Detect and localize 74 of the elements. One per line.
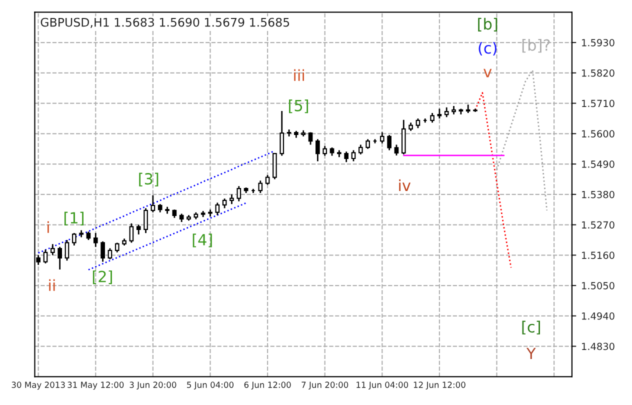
x-tick-label: 5 Jun 04:00: [187, 382, 234, 390]
annotation: [5]: [289, 100, 308, 114]
y-tick-label: 1.4940: [582, 312, 614, 320]
candlestick: [344, 150, 349, 163]
annotation: iii: [294, 69, 304, 81]
annotation: [1]: [64, 212, 84, 226]
candlestick: [222, 198, 227, 209]
candlestick: [366, 138, 370, 150]
chart-title: GBPUSD,H1 1.5683 1.5690 1.5679 1.5685: [40, 18, 290, 28]
candlestick: [316, 138, 320, 162]
x-tick-label: 31 May 12:00: [68, 382, 124, 390]
line-series: [496, 69, 548, 212]
candlestick: [258, 180, 263, 194]
candlestick: [387, 134, 392, 151]
candlestick: [93, 232, 98, 248]
candlestick: [265, 174, 270, 186]
candlestick: [358, 144, 363, 156]
candlestick: [394, 144, 399, 156]
x-tick-label: 12 Jun 12:00: [414, 382, 466, 390]
candlestick: [100, 240, 105, 262]
annotation: iv: [399, 179, 411, 191]
candlestick: [72, 232, 76, 246]
candlestick: [43, 248, 48, 264]
annotation: v: [484, 68, 492, 78]
candlestick: [236, 185, 242, 202]
y-tick-label: 1.4830: [582, 342, 614, 350]
candlestick: [351, 150, 356, 162]
y-tick-label: 1.5380: [582, 190, 614, 198]
candlestick: [430, 112, 434, 124]
candlestick: [129, 222, 134, 244]
candlestick: [280, 110, 284, 156]
candlestick: [230, 194, 234, 205]
candlestick: [272, 152, 277, 180]
candlestick: [322, 145, 328, 156]
annotation: ii: [49, 279, 55, 291]
line-series: [474, 92, 512, 268]
candlestick: [64, 239, 70, 262]
y-tick-label: 1.5930: [582, 39, 614, 46]
candlestick: [380, 132, 384, 144]
y-tick-label: 1.5820: [582, 69, 614, 77]
x-tick-label: 6 Jun 12:00: [244, 382, 291, 390]
y-tick-label: 1.5600: [582, 130, 614, 138]
candlestick: [416, 118, 420, 129]
annotation: [b]?: [522, 39, 550, 53]
annotation: [4]: [192, 234, 212, 248]
candlestick: [58, 246, 62, 270]
annotation: i: [48, 221, 49, 233]
candlestick: [114, 242, 120, 254]
annotation: [b]: [478, 18, 498, 32]
x-tick-label: 30 May 2013: [12, 382, 65, 390]
annotation: [2]: [92, 270, 112, 284]
candlestick: [50, 243, 55, 256]
candlestick: [136, 224, 141, 236]
candlestick: [444, 106, 449, 118]
x-tick-label: 11 Jun 04:00: [356, 382, 408, 390]
y-tick-label: 1.5050: [582, 282, 614, 290]
x-tick-label: 7 Jun 20:00: [302, 382, 348, 390]
candlestick: [437, 108, 442, 120]
line-series: [38, 150, 276, 254]
annotation: (c): [478, 42, 496, 56]
candlestick: [150, 194, 156, 214]
candlestick: [108, 248, 112, 260]
y-tick-label: 1.5160: [582, 252, 614, 259]
line-series: [88, 202, 247, 270]
candlestick: [308, 132, 313, 146]
y-tick-label: 1.5490: [582, 160, 614, 168]
y-tick-label: 1.5270: [582, 221, 614, 229]
annotation: [c]: [522, 320, 540, 334]
candlestick: [144, 208, 148, 234]
x-tick-label: 3 Jun 20:00: [130, 382, 176, 390]
y-tick-label: 1.5710: [582, 100, 614, 108]
annotation: [3]: [139, 172, 158, 186]
annotation: Y: [526, 348, 536, 359]
candlestick: [215, 202, 220, 216]
